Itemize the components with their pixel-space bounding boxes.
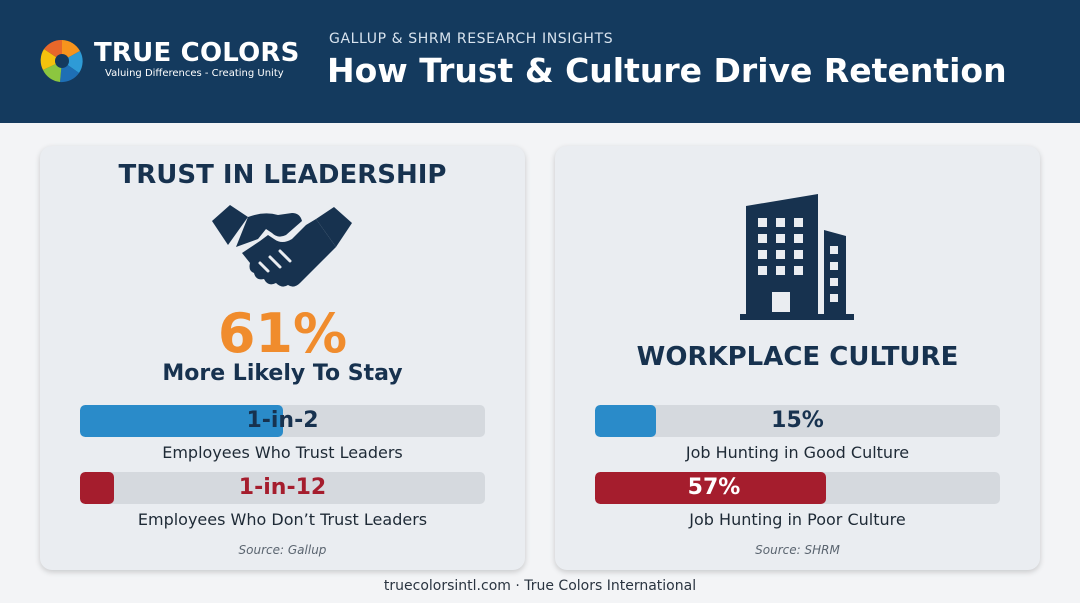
culture-bar-2-label: Job Hunting in Poor Culture bbox=[689, 510, 906, 529]
trust-bar-2: 1-in-12 bbox=[80, 472, 485, 504]
header-banner: TRUE COLORS Valuing Differences - Creati… bbox=[0, 0, 1080, 123]
culture-bar-2-value: 57% bbox=[687, 475, 741, 500]
trust-bar-1: 1-in-2 bbox=[80, 405, 485, 437]
trust-stat-value: 61% bbox=[217, 302, 348, 365]
trust-stat-caption: More Likely To Stay bbox=[162, 361, 403, 386]
culture-bar-2: 57% bbox=[595, 472, 1000, 504]
trust-bar-2-label: Employees Who Don’t Trust Leaders bbox=[137, 510, 428, 529]
culture-bar-1-value: 15% bbox=[771, 408, 824, 433]
trust-source: Source: Gallup bbox=[238, 543, 327, 557]
trust-bar-2-fill bbox=[80, 472, 114, 504]
handshake-icon bbox=[212, 205, 352, 287]
culture-bar-1-label: Job Hunting in Good Culture bbox=[685, 443, 910, 462]
office-building-icon bbox=[740, 194, 854, 320]
page-title: How Trust & Culture Drive Retention bbox=[327, 51, 1007, 90]
footer-credit: truecolorsintl.com · True Colors Interna… bbox=[383, 578, 697, 594]
trust-bar-1-label: Employees Who Trust Leaders bbox=[162, 443, 403, 462]
culture-bar-2-fill bbox=[595, 472, 826, 504]
header-eyebrow: GALLUP & SHRM RESEARCH INSIGHTS bbox=[329, 31, 614, 47]
culture-bar-1: 15% bbox=[595, 405, 1000, 437]
trust-card-title: TRUST IN LEADERSHIP bbox=[118, 160, 447, 190]
culture-card: WORKPLACE CULTURE 15% Job Hunting in Goo… bbox=[555, 146, 1040, 570]
trust-card: TRUST IN LEADERSHIP 61% More Likely To S… bbox=[40, 146, 525, 570]
true-colors-logo-icon bbox=[40, 39, 83, 83]
culture-card-title: WORKPLACE CULTURE bbox=[636, 342, 959, 372]
culture-source: Source: SHRM bbox=[755, 543, 840, 557]
brand-name: TRUE COLORS bbox=[94, 38, 300, 68]
culture-bar-1-fill bbox=[595, 405, 656, 437]
brand-tagline: Valuing Differences - Creating Unity bbox=[105, 68, 284, 79]
trust-bar-1-value: 1-in-2 bbox=[246, 408, 319, 433]
trust-bar-2-value: 1-in-12 bbox=[238, 475, 327, 500]
trust-bar-1-fill bbox=[80, 405, 283, 437]
